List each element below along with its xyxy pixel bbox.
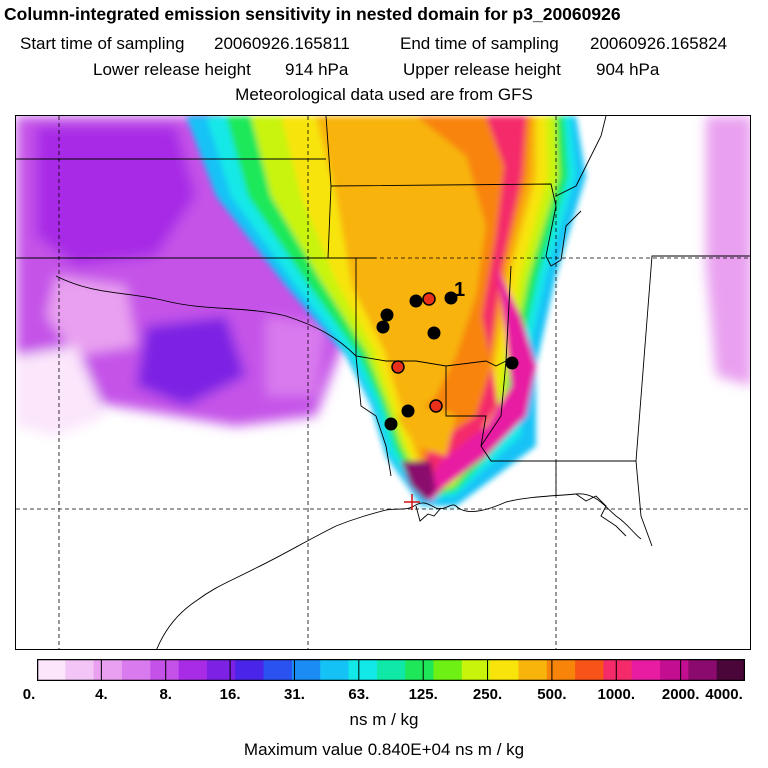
colorbar-swatch bbox=[348, 659, 378, 681]
red-sample-points bbox=[391, 292, 443, 413]
colorbar-swatch bbox=[263, 659, 293, 681]
colorbar-swatch bbox=[490, 659, 519, 681]
colorbar-swatch bbox=[376, 659, 406, 681]
colorbar-tick-label: 16. bbox=[219, 686, 241, 703]
upper-height-value: 904 hPa bbox=[596, 60, 660, 79]
sample-point bbox=[401, 404, 415, 418]
colorbar-swatch bbox=[93, 659, 123, 681]
sensitivity-map: 1 bbox=[16, 116, 750, 649]
max-value-label: Maximum value bbox=[243, 740, 363, 759]
sample-point bbox=[409, 294, 423, 308]
colorbar-swatch bbox=[716, 659, 745, 681]
colorbar-tick-label: 63. bbox=[348, 686, 370, 703]
end-time-label: End time of sampling bbox=[400, 34, 559, 53]
start-time-label: Start time of sampling bbox=[20, 34, 185, 53]
sample-point bbox=[505, 356, 519, 370]
sample-point-red bbox=[422, 292, 436, 306]
end-time-value: 20060926.165824 bbox=[590, 34, 728, 53]
colorbar-swatch bbox=[178, 659, 208, 681]
sample-point bbox=[376, 320, 390, 334]
max-value-number: 0.840E+04 ns m / kg bbox=[367, 740, 525, 759]
sample-point bbox=[444, 291, 458, 305]
colorbar-swatch bbox=[660, 659, 689, 681]
colorbar-swatch bbox=[603, 659, 633, 681]
sample-point bbox=[384, 417, 398, 431]
colorbar-swatch bbox=[546, 659, 576, 681]
colorbar-tick-label: 0. bbox=[22, 686, 36, 703]
colorbar-swatch bbox=[235, 659, 265, 681]
colorbar-swatch bbox=[433, 659, 463, 681]
colorbar-tick-label: 4000. bbox=[705, 686, 743, 703]
colorbar-swatch bbox=[320, 659, 350, 681]
map-title: Column-integrated emission sensitivity i… bbox=[4, 4, 621, 24]
colorbar-swatch bbox=[631, 659, 661, 681]
colorbar-swatch bbox=[575, 659, 604, 681]
colorbar-swatch bbox=[65, 659, 95, 681]
sample-point-red bbox=[429, 399, 443, 413]
sample-point bbox=[427, 326, 441, 340]
lower-height-label: Lower release height bbox=[93, 60, 251, 79]
map-panel: 1 bbox=[15, 115, 751, 650]
colorbar-swatch bbox=[291, 659, 321, 681]
lat-lon-grid bbox=[16, 116, 750, 649]
colorbar-swatch bbox=[37, 659, 66, 681]
maximum-value-text: Maximum value 0.840E+04 ns m / kg bbox=[0, 740, 768, 760]
colorbar-swatch bbox=[150, 659, 180, 681]
colorbar-swatch bbox=[206, 659, 236, 681]
colorbar-swatch bbox=[121, 659, 151, 681]
colorbar-tick-label: 2000. bbox=[661, 686, 700, 703]
sample-point-red bbox=[391, 360, 405, 374]
low-sensitivity-field bbox=[16, 116, 750, 436]
colorbar-tick-label: 31. bbox=[284, 686, 305, 703]
upper-height-label: Upper release height bbox=[403, 60, 561, 79]
start-time-value: 20060926.165811 bbox=[214, 34, 350, 53]
colorbar-border bbox=[37, 659, 745, 681]
coastline bbox=[156, 493, 642, 649]
release-point-marker bbox=[404, 494, 420, 510]
colorbar-tick-label: 8. bbox=[159, 686, 172, 703]
lower-height-value: 914 hPa bbox=[285, 60, 349, 79]
colorbar-tick-label: 4. bbox=[95, 686, 108, 703]
sample-point bbox=[380, 308, 394, 322]
colorbar-tick-label: 500. bbox=[537, 686, 567, 703]
colorbar-tick-label: 125. bbox=[408, 686, 438, 703]
colorbar-tick-label: 1000. bbox=[597, 686, 636, 703]
colorbar bbox=[37, 659, 745, 681]
colorbar-swatch bbox=[405, 659, 434, 681]
colorbar-tick-label: 250. bbox=[472, 686, 503, 703]
colorbar-units: ns m / kg bbox=[349, 710, 419, 729]
met-source-text: Meteorological data used are from GFS bbox=[235, 85, 533, 104]
colorbar-swatch bbox=[688, 659, 718, 681]
black-sample-points bbox=[376, 291, 519, 431]
emission-plume bbox=[186, 116, 586, 506]
colorbar-swatch bbox=[461, 659, 491, 681]
release-number-label: 1 bbox=[454, 279, 465, 301]
colorbar-swatch bbox=[518, 659, 548, 681]
